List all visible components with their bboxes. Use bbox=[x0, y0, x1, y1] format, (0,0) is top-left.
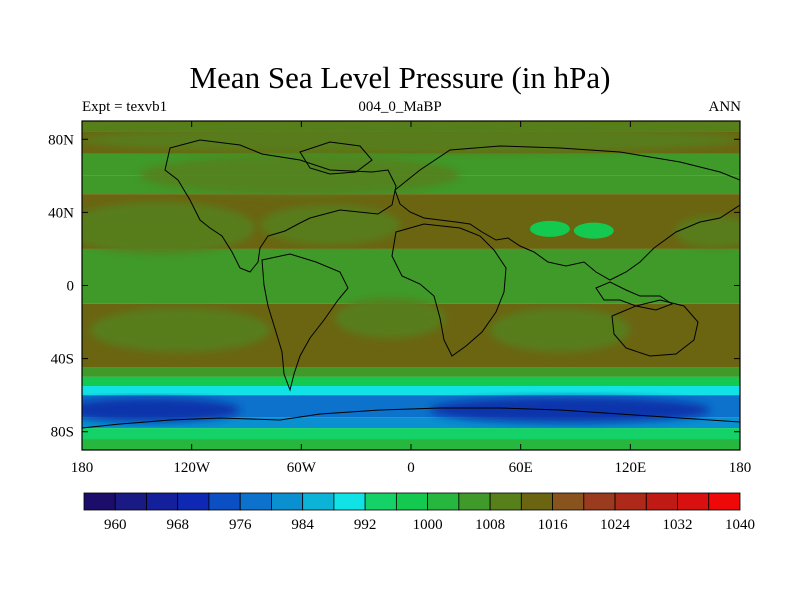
colorbar-label: 960 bbox=[104, 517, 127, 533]
colorbar-swatch bbox=[271, 492, 304, 511]
x-tick-label: 0 bbox=[407, 460, 415, 476]
colorbar-swatch bbox=[427, 492, 460, 511]
x-tick-label: 120W bbox=[173, 460, 211, 476]
low-belt-west bbox=[82, 398, 240, 422]
pressure-band bbox=[82, 417, 740, 429]
colorbar-swatch bbox=[83, 492, 116, 511]
coastline-maritime-islands bbox=[595, 281, 674, 311]
colorbar-label: 1016 bbox=[538, 517, 569, 533]
y-tick-label: 40S bbox=[51, 352, 74, 368]
season-label: ANN bbox=[708, 99, 742, 115]
coastline-greenland bbox=[299, 141, 373, 175]
colorbar-swatch bbox=[239, 492, 272, 511]
pressure-band bbox=[82, 386, 740, 396]
y-tick-label: 80N bbox=[48, 132, 74, 148]
x-tick-label: 120E bbox=[614, 460, 646, 476]
coastline-eurasia bbox=[394, 145, 740, 281]
colorbar-label: 1024 bbox=[600, 517, 631, 533]
colorbar-swatch bbox=[614, 492, 647, 511]
pressure-band bbox=[82, 367, 740, 377]
y-axis: 80N 40N 0 40S 80S bbox=[48, 132, 740, 441]
colorbar-swatch bbox=[520, 492, 553, 511]
pressure-band bbox=[82, 376, 740, 387]
colorbar-swatch bbox=[364, 492, 397, 511]
pressure-pattern bbox=[82, 126, 740, 423]
colorbar-label: 1040 bbox=[725, 517, 755, 533]
colorbar-swatch bbox=[677, 492, 710, 511]
coastline-africa bbox=[391, 223, 507, 357]
y-tick-label: 80S bbox=[51, 425, 74, 441]
colorbar-swatch bbox=[177, 492, 210, 511]
time-period-label: 004_0_MaBP bbox=[358, 99, 442, 115]
coastline-north-america bbox=[164, 139, 397, 273]
colorbar-swatch bbox=[583, 492, 616, 511]
high-cell-north-atlantic bbox=[260, 205, 400, 245]
colorbar-label: 976 bbox=[229, 517, 252, 533]
colorbar-swatch bbox=[489, 492, 522, 511]
colorbar-label: 968 bbox=[166, 517, 189, 533]
high-cell-indian-ocean bbox=[490, 308, 630, 352]
arctic-band bbox=[82, 126, 740, 154]
colorbar-swatch bbox=[333, 492, 366, 511]
x-tick-label: 180 bbox=[729, 460, 752, 476]
colorbar-swatch bbox=[395, 492, 429, 511]
chart-title: Mean Sea Level Pressure (in hPa) bbox=[189, 60, 611, 95]
pressure-band bbox=[82, 248, 740, 304]
arctic-band-north bbox=[140, 155, 460, 195]
colorbar-label: 984 bbox=[291, 517, 314, 533]
coastline-south-america bbox=[261, 253, 349, 392]
x-tick-label: 60E bbox=[509, 460, 533, 476]
coastline-australia bbox=[611, 299, 699, 357]
experiment-label: Expt = texvb1 bbox=[82, 99, 168, 115]
colorbar-swatch bbox=[645, 492, 678, 511]
colorbar-label: 1032 bbox=[663, 517, 693, 533]
colorbar-swatch bbox=[708, 492, 741, 511]
x-tick-label: 180 bbox=[71, 460, 94, 476]
colorbar-swatch bbox=[114, 492, 147, 511]
high-cell-south-pacific bbox=[90, 308, 270, 352]
colorbar-label: 1008 bbox=[475, 517, 505, 533]
colorbar-swatch bbox=[302, 492, 335, 511]
colorbar-swatch bbox=[208, 492, 241, 511]
colorbar-swatch bbox=[458, 492, 491, 511]
high-cell-north-pacific bbox=[82, 202, 255, 254]
colorbar: 960 968 976 984 992 1000 1008 1016 1024 1032 1040 bbox=[83, 492, 755, 533]
colorbar-swatch bbox=[146, 492, 179, 511]
colorbar-label: 992 bbox=[354, 517, 377, 533]
asia-high-pocket-small bbox=[529, 220, 570, 237]
pressure-band bbox=[82, 428, 740, 440]
high-cell-east bbox=[675, 216, 740, 248]
low-belt-east bbox=[430, 397, 710, 423]
y-tick-label: 40N bbox=[48, 205, 74, 221]
high-cell-south-atlantic bbox=[335, 298, 445, 338]
x-tick-label: 60W bbox=[287, 460, 317, 476]
colorbar-label: 1000 bbox=[413, 517, 443, 533]
colorbar-swatch bbox=[552, 492, 585, 511]
coastline-antarctica bbox=[82, 407, 740, 429]
y-tick-label: 0 bbox=[67, 279, 75, 295]
coastlines bbox=[82, 139, 740, 429]
x-axis: 180 120W 60W 0 60E 120E 180 bbox=[71, 121, 752, 476]
asia-high-pocket bbox=[573, 222, 614, 239]
